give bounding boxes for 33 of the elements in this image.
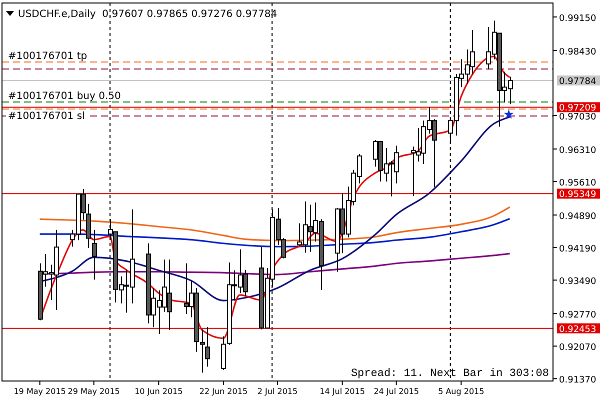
x-tick-label: 2 Jul 2015 (257, 387, 298, 396)
y-tick-label: 0.95610 (559, 178, 596, 189)
line-series (39, 206, 511, 242)
x-tick-label: 14 Jul 2015 (320, 387, 365, 396)
x-tick-label: 29 May 2015 (68, 387, 120, 396)
y-tick-label: 0.98430 (559, 47, 596, 58)
ref-line-label: #100176701 sl (8, 111, 85, 122)
y-tick-label: 0.99150 (559, 14, 596, 24)
x-tick-label: 24 Jul 2015 (374, 387, 419, 396)
y-tick-label: 0.93490 (559, 277, 596, 288)
y-tick-label: 0.91370 (559, 376, 596, 386)
ref-line-label: 0.97784 (559, 76, 596, 87)
line-series (39, 218, 511, 248)
x-tick-label: 22 Jun 2015 (199, 387, 248, 396)
text: USDCHF.e,Daily 0.97607 0.97865 0.97276 0.97784 (18, 9, 278, 20)
x-tick-label: 10 Jun 2015 (134, 387, 183, 396)
y-tick-label: 0.97030 (559, 112, 596, 123)
y-tick-label: 0.92070 (559, 343, 596, 354)
x-tick-label: 19 May 2015 (14, 387, 66, 396)
ref-line-label: 0.97209 (559, 104, 596, 114)
annotation: Spread: 11. Next Bar in 303:08 (350, 368, 549, 380)
y-tick-label: 0.94190 (559, 244, 596, 255)
y-tick-label: 0.96310 (559, 146, 596, 156)
candlestick (92, 229, 97, 280)
candlestick (205, 326, 210, 368)
ref-line-label: #100176701 tp (8, 51, 88, 62)
x-tick-label: 5 Aug 2015 (438, 387, 484, 396)
ref-line-label: #100176701 buy 0.50 (8, 91, 121, 102)
y-tick-label: 0.92770 (559, 310, 596, 321)
y-tick-label: 0.94890 (559, 212, 596, 222)
ref-line-label: 0.92453 (559, 324, 596, 335)
ref-line-label: 0.95349 (559, 190, 596, 200)
candlestick (200, 328, 205, 374)
